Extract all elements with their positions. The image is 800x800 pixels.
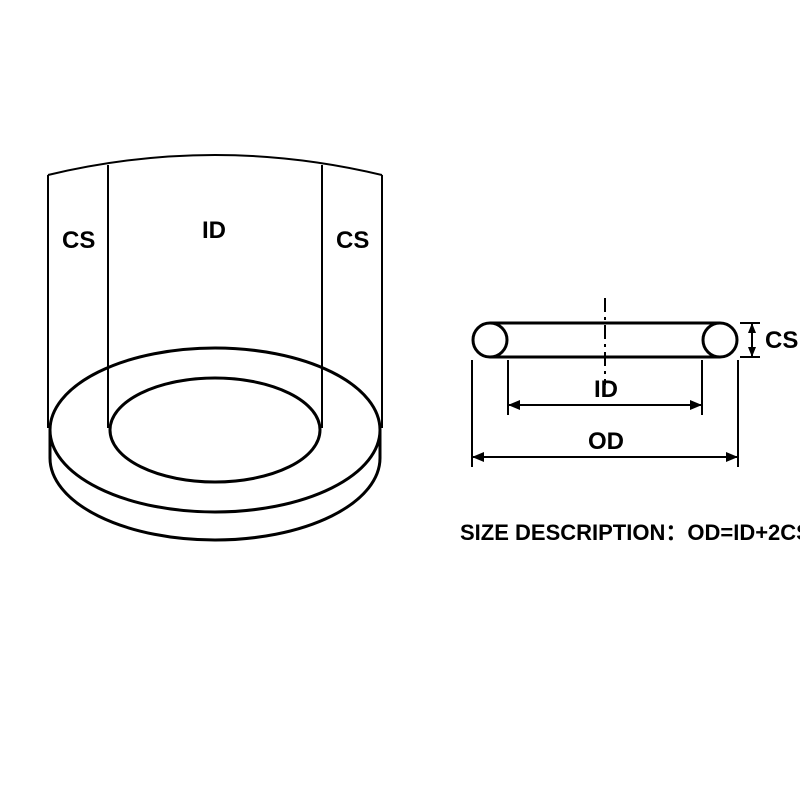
oring-diagram: CS ID CS CS ID OD [0, 0, 800, 800]
cs-label-left: CS [62, 227, 95, 254]
inner-ellipse-top [110, 378, 320, 482]
cs-arrow-bottom [748, 347, 756, 357]
outer-ellipse-top [50, 348, 380, 512]
id-label-ring: ID [202, 217, 226, 244]
cross-section-group: CS ID OD [472, 298, 798, 467]
cs-arrow-top [748, 323, 756, 333]
id-arrow-left [508, 400, 520, 410]
od-arrow-left [472, 452, 484, 462]
od-label-section: OD [588, 428, 624, 455]
id-arrow-right [690, 400, 702, 410]
outer-ellipse-bottom-arc [50, 458, 380, 540]
top-arc [48, 155, 382, 175]
cross-circle-right [703, 323, 737, 357]
isometric-ring-group [50, 348, 380, 540]
cross-circle-left [473, 323, 507, 357]
id-label-section: ID [594, 376, 618, 403]
ring-dimension-group: CS ID CS [48, 155, 382, 428]
cs-label-right: CS [336, 227, 369, 254]
size-formula: SIZE DESCRIPTION：OD=ID+2CS [460, 520, 800, 545]
cs-label-section: CS [765, 327, 798, 354]
od-arrow-right [726, 452, 738, 462]
